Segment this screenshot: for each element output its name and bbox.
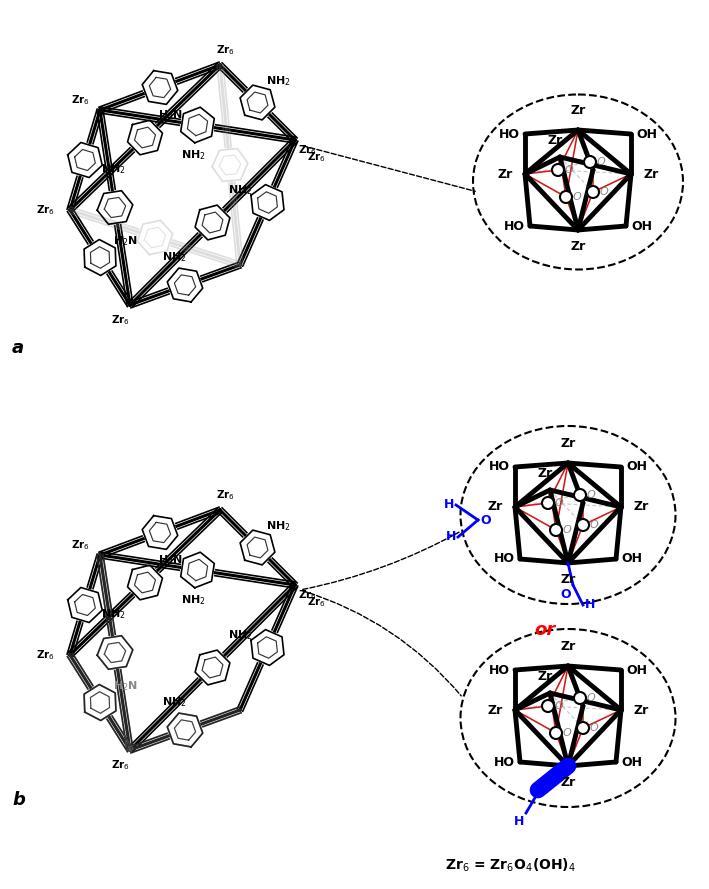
Text: H$_2$N: H$_2$N — [113, 235, 138, 248]
Text: Zr: Zr — [560, 437, 576, 450]
Text: O: O — [590, 723, 598, 733]
Text: Zr: Zr — [633, 703, 648, 717]
Text: Zr$_6$: Zr$_6$ — [35, 648, 55, 662]
Text: H: H — [585, 598, 596, 612]
Text: OH: OH — [626, 461, 647, 474]
Circle shape — [587, 186, 599, 198]
Text: O: O — [480, 514, 491, 526]
Text: O: O — [587, 693, 596, 703]
Text: Zr: Zr — [560, 640, 576, 653]
Text: O: O — [555, 498, 564, 508]
Text: NH$_2$: NH$_2$ — [162, 250, 187, 264]
Text: Zr$_6$ = Zr$_6$O$_4$(OH)$_4$: Zr$_6$ = Zr$_6$O$_4$(OH)$_4$ — [445, 856, 576, 874]
Text: HO: HO — [489, 461, 510, 474]
Text: O: O — [565, 165, 574, 175]
Text: O: O — [600, 187, 609, 197]
Circle shape — [550, 524, 562, 536]
Text: HO: HO — [494, 552, 515, 565]
Text: Zr$_6$: Zr$_6$ — [111, 758, 130, 772]
Text: HO: HO — [489, 663, 510, 677]
Text: HO: HO — [494, 756, 515, 768]
Text: NH$_2$: NH$_2$ — [228, 629, 252, 643]
Text: Zr: Zr — [488, 703, 503, 717]
Text: NH$_2$: NH$_2$ — [162, 695, 187, 709]
Text: Zr: Zr — [488, 501, 503, 514]
Circle shape — [574, 489, 586, 501]
Text: OH: OH — [636, 127, 657, 140]
Text: OH: OH — [631, 220, 652, 233]
Text: Zr$_6$: Zr$_6$ — [111, 313, 130, 327]
Text: NH$_2$: NH$_2$ — [267, 75, 291, 88]
Text: Zr$_6$: Zr$_6$ — [216, 488, 235, 502]
Text: Zr: Zr — [537, 467, 552, 480]
Text: Zr: Zr — [633, 501, 648, 514]
Text: H: H — [446, 531, 456, 543]
Text: O: O — [538, 781, 549, 794]
Circle shape — [550, 727, 562, 739]
Text: O: O — [587, 490, 596, 500]
Text: Zr: Zr — [560, 776, 576, 789]
Text: O: O — [555, 701, 564, 711]
Text: NH$_2$: NH$_2$ — [228, 183, 252, 197]
Text: Zr$_6$: Zr$_6$ — [35, 203, 55, 217]
Text: OH: OH — [626, 663, 647, 677]
Text: NH$_2$: NH$_2$ — [181, 148, 205, 162]
Text: NH$_2$: NH$_2$ — [101, 162, 126, 175]
Text: Zr: Zr — [537, 670, 552, 683]
Text: Zr$_6$: Zr$_6$ — [298, 589, 316, 602]
Text: O: O — [573, 192, 582, 202]
Circle shape — [542, 497, 554, 509]
Circle shape — [577, 519, 589, 531]
Text: O: O — [560, 588, 571, 601]
Text: NH$_2$: NH$_2$ — [181, 593, 205, 606]
Text: H: H — [513, 815, 524, 828]
Circle shape — [560, 191, 572, 203]
Text: Zr: Zr — [547, 134, 563, 147]
Text: Zr: Zr — [560, 573, 576, 586]
Text: O: O — [590, 520, 598, 530]
Text: Zr$_6$: Zr$_6$ — [71, 538, 89, 552]
Text: H$_2$N: H$_2$N — [158, 108, 183, 123]
Text: O: O — [563, 525, 571, 535]
Text: Zr$_6$: Zr$_6$ — [307, 150, 326, 164]
Text: Zr$_6$: Zr$_6$ — [71, 93, 89, 107]
Text: NH$_2$: NH$_2$ — [267, 519, 291, 533]
Circle shape — [584, 156, 596, 168]
Text: H: H — [444, 499, 454, 511]
Circle shape — [574, 692, 586, 704]
Text: or: or — [535, 621, 556, 639]
Text: Zr$_6$: Zr$_6$ — [216, 43, 235, 57]
Text: NH$_2$: NH$_2$ — [101, 606, 126, 621]
Text: Zr: Zr — [570, 240, 586, 253]
Text: a: a — [12, 339, 24, 357]
Text: HO: HO — [504, 220, 525, 233]
Text: Zr: Zr — [643, 167, 658, 180]
Text: b: b — [12, 791, 25, 809]
Text: Zr$_6$: Zr$_6$ — [298, 143, 316, 156]
Circle shape — [552, 164, 564, 176]
Text: H$_2$N: H$_2$N — [158, 554, 183, 567]
Text: O: O — [597, 157, 605, 167]
Circle shape — [577, 722, 589, 734]
Text: O: O — [563, 728, 571, 738]
Text: Zr: Zr — [570, 104, 586, 117]
Text: H$_2$N: H$_2$N — [113, 679, 138, 693]
Text: OH: OH — [621, 552, 642, 565]
Text: Zr: Zr — [498, 167, 513, 180]
Text: OH: OH — [621, 756, 642, 768]
Circle shape — [542, 700, 554, 712]
Text: HO: HO — [499, 127, 520, 140]
Text: Zr$_6$: Zr$_6$ — [307, 595, 326, 609]
